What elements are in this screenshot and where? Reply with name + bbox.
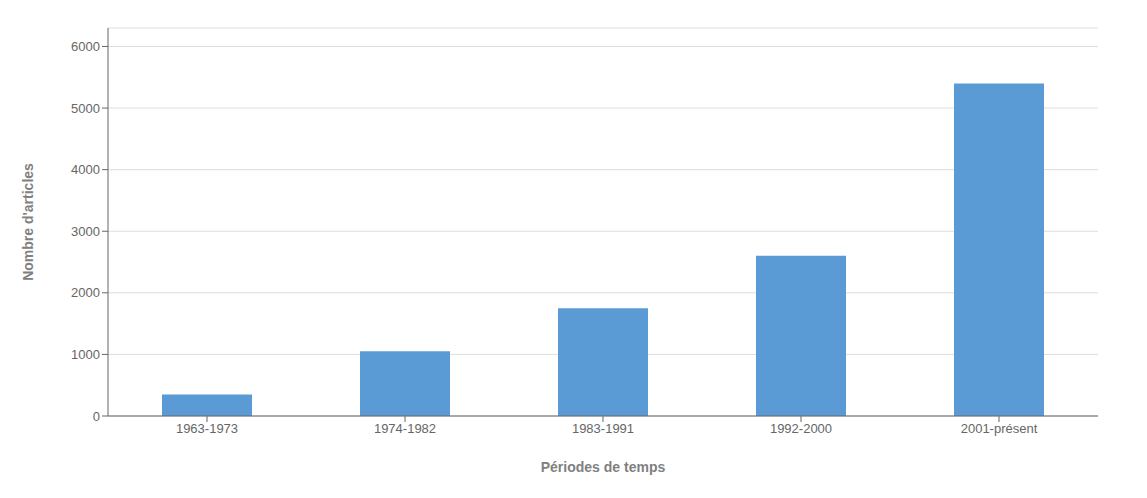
svg-text:1963-1973: 1963-1973: [176, 421, 238, 436]
svg-text:2000: 2000: [71, 285, 100, 300]
svg-text:5000: 5000: [71, 101, 100, 116]
svg-text:3000: 3000: [71, 224, 100, 239]
svg-text:1974-1982: 1974-1982: [374, 421, 436, 436]
svg-text:6000: 6000: [71, 39, 100, 54]
svg-text:2001-présent: 2001-présent: [961, 421, 1038, 436]
svg-text:1000: 1000: [71, 347, 100, 362]
svg-text:1992-2000: 1992-2000: [770, 421, 832, 436]
svg-text:0: 0: [93, 409, 100, 424]
svg-text:4000: 4000: [71, 162, 100, 177]
svg-text:Nombre d'articles: Nombre d'articles: [20, 163, 36, 281]
svg-text:Périodes de temps: Périodes de temps: [541, 459, 666, 475]
svg-text:1983-1991: 1983-1991: [572, 421, 634, 436]
